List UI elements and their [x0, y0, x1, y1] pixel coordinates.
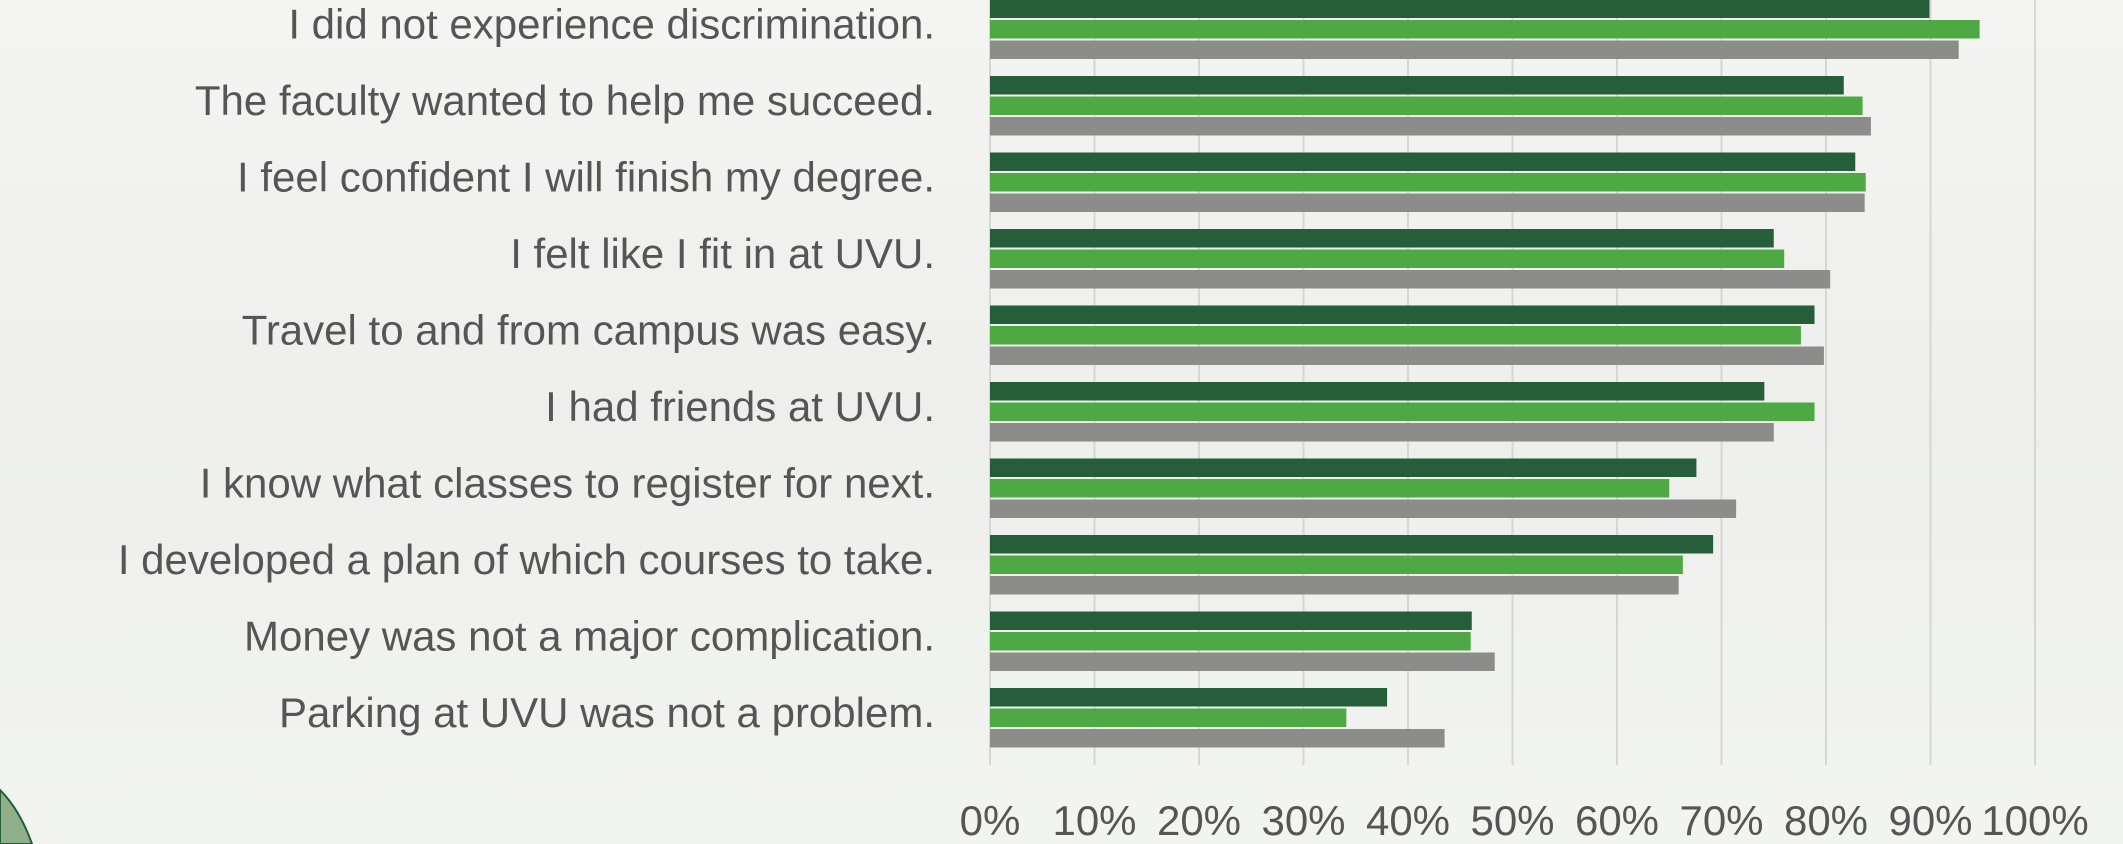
- y-tick-label: I had friends at UVU.: [545, 383, 935, 430]
- bar: [990, 729, 1445, 748]
- bar: [990, 40, 1959, 59]
- bar: [990, 152, 1856, 171]
- x-tick-label: 40%: [1366, 797, 1450, 844]
- bar: [990, 555, 1683, 574]
- bar: [990, 402, 1815, 421]
- bar: [990, 76, 1844, 95]
- x-tick-label: 80%: [1784, 797, 1868, 844]
- bar: [990, 193, 1865, 212]
- bar: [990, 382, 1765, 401]
- bar: [990, 173, 1866, 192]
- y-tick-label: I developed a plan of which courses to t…: [118, 536, 935, 583]
- bar: [990, 535, 1714, 554]
- bar: [990, 423, 1774, 442]
- y-tick-label: Money was not a major complication.: [244, 612, 935, 659]
- bar: [990, 652, 1495, 671]
- bar: [990, 688, 1388, 707]
- x-tick-label: 60%: [1575, 797, 1659, 844]
- y-tick-label: The faculty wanted to help me succeed.: [195, 77, 935, 124]
- bar: [990, 632, 1471, 651]
- bar: [990, 346, 1824, 365]
- x-tick-label: 90%: [1888, 797, 1972, 844]
- bar: [990, 458, 1697, 477]
- y-tick-label: I feel confident I will finish my degree…: [237, 153, 935, 200]
- x-tick-label: 0%: [960, 797, 1021, 844]
- y-tick-label: I did not experience discrimination.: [288, 0, 935, 47]
- bar: [990, 0, 1930, 18]
- bar: [990, 479, 1670, 498]
- y-tick-label: Travel to and from campus was easy.: [242, 306, 935, 353]
- bar: [990, 117, 1871, 136]
- x-tick-label: 100%: [1981, 797, 2088, 844]
- bar: [990, 708, 1347, 727]
- bar: [990, 20, 1980, 39]
- bar: [990, 270, 1831, 289]
- bar: [990, 249, 1785, 268]
- x-tick-label: 20%: [1157, 797, 1241, 844]
- x-tick-label: 30%: [1261, 797, 1345, 844]
- bar: [990, 229, 1774, 248]
- x-tick-label: 50%: [1470, 797, 1554, 844]
- bar: [990, 499, 1737, 518]
- x-tick-label: 10%: [1052, 797, 1136, 844]
- bar: [990, 576, 1679, 595]
- bar: [990, 305, 1815, 324]
- bar: [990, 611, 1472, 630]
- y-tick-label: I know what classes to register for next…: [200, 459, 935, 506]
- x-tick-label: 70%: [1679, 797, 1763, 844]
- y-tick-label: Parking at UVU was not a problem.: [279, 689, 935, 736]
- bar: [990, 96, 1863, 115]
- bar: [990, 326, 1801, 345]
- corner-decoration: [0, 788, 34, 844]
- y-tick-label: I felt like I fit in at UVU.: [510, 230, 935, 277]
